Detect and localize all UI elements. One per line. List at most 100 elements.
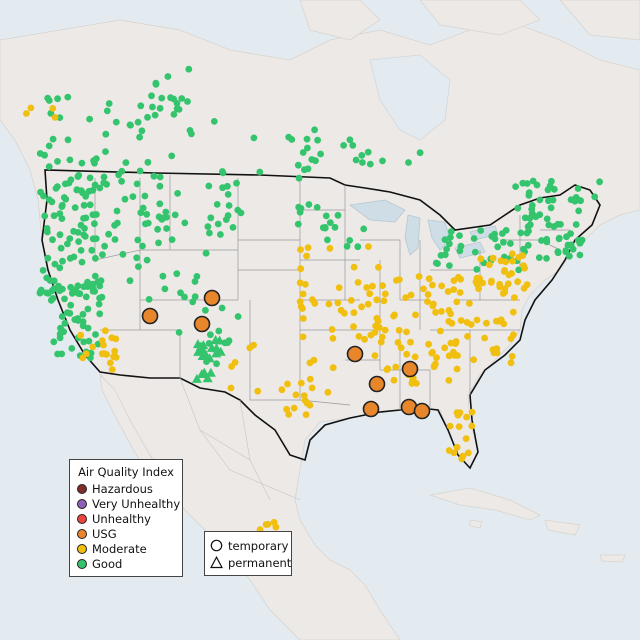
arctic-islands — [299, 0, 640, 41]
legend-label: temporary — [228, 538, 289, 553]
good-site — [66, 235, 74, 243]
moderate-site — [297, 379, 305, 387]
good-site — [222, 216, 230, 224]
moderate-site — [425, 340, 432, 348]
good-site — [156, 200, 164, 208]
legend-hazardous: Hazardous — [77, 482, 153, 496]
moderate-site — [403, 328, 410, 336]
moderate-site — [456, 409, 464, 417]
good-site — [191, 278, 199, 285]
moderate-site — [407, 291, 415, 299]
good-site — [405, 159, 412, 166]
good-site — [36, 150, 44, 157]
good-site — [144, 158, 152, 166]
good-site — [554, 248, 562, 256]
good-site — [567, 196, 575, 204]
good-site — [526, 214, 534, 222]
moderate-site — [420, 285, 427, 293]
permanent-site — [211, 348, 222, 358]
good-site — [538, 237, 545, 244]
good-site — [50, 212, 58, 220]
good-site — [105, 230, 112, 238]
good-site — [219, 169, 227, 177]
good-site — [206, 229, 213, 237]
good-site — [517, 229, 525, 237]
moderate-site — [302, 281, 309, 288]
moderate-site — [334, 299, 342, 307]
good-site — [173, 100, 181, 107]
good-site — [80, 201, 88, 209]
legend-good: Good — [77, 557, 122, 571]
good-site — [224, 191, 232, 198]
good-site — [148, 92, 155, 100]
good-site — [326, 219, 334, 227]
good-site — [205, 182, 213, 190]
good-site — [536, 196, 544, 204]
good-site — [477, 227, 485, 234]
moderate-site — [407, 338, 414, 346]
moderate-site — [228, 363, 236, 370]
good-site — [51, 260, 59, 268]
moderate-site — [369, 282, 376, 290]
good-site — [98, 293, 106, 301]
good-site — [67, 283, 75, 291]
usg-temporary-site — [413, 402, 431, 420]
moderate-site — [111, 347, 119, 355]
moderate-site — [394, 339, 402, 346]
good-site — [67, 301, 75, 309]
moderate-site — [363, 284, 371, 291]
good-site — [155, 239, 162, 247]
good-site — [543, 255, 550, 262]
good-site — [45, 97, 53, 104]
good-site — [91, 181, 99, 189]
moderate-site — [497, 316, 505, 324]
good-site — [340, 142, 347, 149]
good-site — [566, 252, 573, 260]
moderate-site — [477, 255, 485, 263]
good-site — [555, 234, 563, 242]
moderate-site — [455, 423, 463, 430]
usg-temporary-site — [203, 289, 221, 307]
good-site — [225, 337, 233, 345]
good-site — [234, 206, 242, 214]
moderate-site — [262, 521, 270, 528]
good-site — [141, 192, 149, 200]
moderate-site — [392, 363, 400, 371]
permanent-site — [192, 339, 203, 349]
moderate-site — [371, 352, 379, 359]
moderate-site — [350, 323, 357, 330]
permanent-site — [204, 353, 215, 363]
good-site — [207, 331, 214, 339]
good-site — [171, 211, 179, 219]
good-site — [524, 241, 532, 249]
moderate-site — [374, 317, 382, 325]
good-site — [88, 246, 96, 254]
moderate-site — [49, 105, 57, 112]
good-site — [105, 100, 113, 107]
good-site — [294, 161, 302, 169]
unhealthy-swatch — [77, 514, 87, 524]
good-site — [535, 254, 543, 261]
good-site — [41, 212, 49, 220]
legend-temporary: temporary — [210, 538, 288, 553]
good-site — [92, 254, 99, 262]
moderate-site — [381, 290, 389, 298]
good-site — [89, 287, 97, 295]
good-site — [96, 310, 104, 318]
good-site — [301, 166, 308, 174]
moderate-site — [463, 413, 470, 421]
good-site — [305, 201, 313, 208]
monitoring-sites — [23, 65, 603, 534]
good-site — [304, 144, 311, 152]
caribbean-islands — [429, 487, 626, 563]
moderate-site — [82, 350, 90, 358]
good-site — [138, 127, 146, 135]
site-type-legend: temporary permanent — [204, 531, 292, 576]
moderate-site — [77, 332, 84, 339]
good-site — [64, 240, 71, 248]
good-site — [49, 236, 56, 244]
good-site — [75, 238, 82, 246]
good-site — [150, 172, 158, 180]
moderate-site — [466, 300, 473, 307]
good-site — [354, 243, 362, 251]
